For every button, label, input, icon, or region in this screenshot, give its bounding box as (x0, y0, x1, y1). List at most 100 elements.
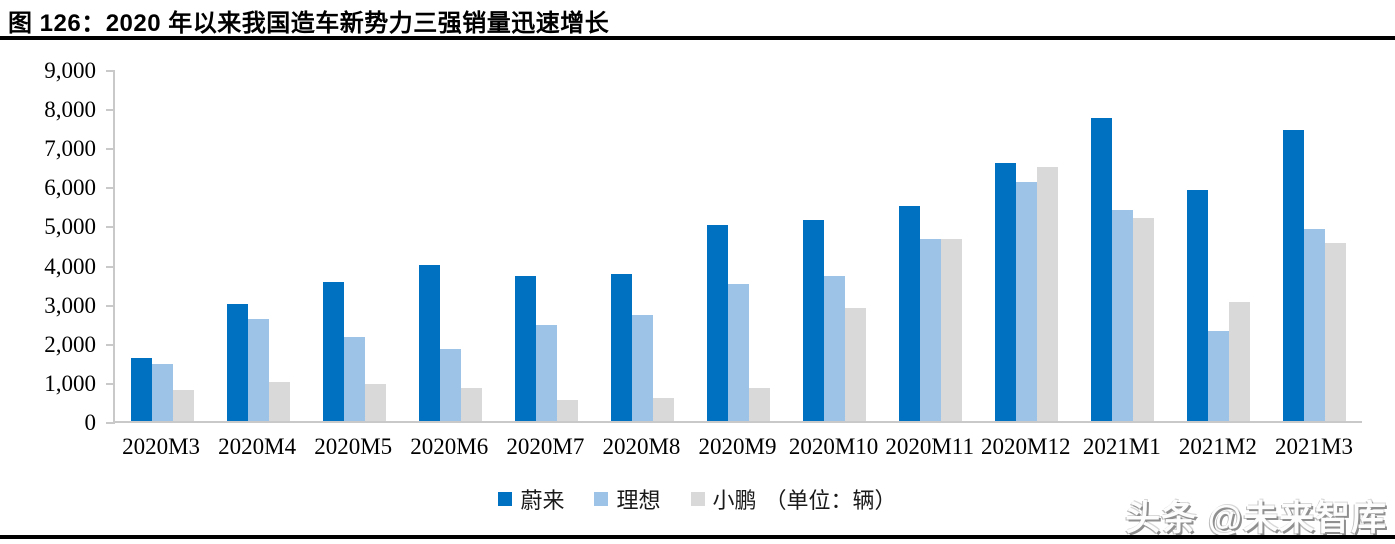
y-axis-tick-mark (106, 187, 115, 190)
bar-理想-2021M1 (1111, 209, 1133, 421)
legend-swatch-icon (594, 492, 609, 506)
legend-unit-note: （单位：辆） (764, 488, 897, 513)
bar-group-2020M4 (211, 71, 307, 421)
bar-小鹏-2021M2 (1228, 301, 1250, 421)
bar-理想-2020M4 (248, 319, 270, 421)
chart-legend: 蔚来 理想 小鹏 （单位：辆） (0, 483, 1395, 515)
bar-蔚来-2020M7 (515, 276, 537, 421)
bar-group-2020M10 (786, 71, 882, 421)
bar-小鹏-2020M7 (557, 399, 579, 421)
bar-小鹏-2020M12 (1036, 166, 1058, 421)
y-axis-tick-mark (106, 422, 115, 424)
bar-蔚来-2021M3 (1282, 129, 1304, 421)
bar-group-2021M3 (1266, 71, 1362, 421)
bar-理想-2020M10 (823, 276, 845, 421)
y-axis-tick-label: 7,000 (44, 136, 96, 162)
bar-理想-2020M3 (152, 364, 174, 421)
bar-小鹏-2020M3 (173, 389, 195, 421)
bar-group-2020M11 (882, 71, 978, 421)
y-axis-tick-mark (106, 226, 115, 229)
bar-理想-2020M11 (919, 239, 941, 421)
bar-蔚来-2020M3 (131, 358, 153, 421)
bar-小鹏-2020M6 (461, 387, 483, 421)
bar-理想-2021M2 (1207, 331, 1229, 421)
bar-group-2020M9 (691, 71, 787, 421)
legend-label: 理想 (616, 488, 661, 513)
y-axis-tick-label: 6,000 (44, 175, 96, 201)
bar-理想-2020M5 (344, 336, 366, 421)
title-divider-rule (0, 36, 1395, 40)
bar-理想-2020M6 (440, 348, 462, 421)
y-axis-tick-mark (106, 109, 115, 112)
legend-item-小鹏: 小鹏 (690, 483, 757, 515)
legend-swatch-icon (690, 492, 705, 506)
bar-小鹏-2020M9 (748, 387, 770, 421)
x-axis: 2020M3 2020M4 2020M5 2020M6 2020M7 2020M8 2020… (113, 433, 1362, 461)
bar-蔚来-2020M6 (419, 264, 441, 421)
bar-group-2020M3 (115, 71, 211, 421)
bar-蔚来-2020M11 (898, 205, 920, 421)
y-axis-tick-mark (106, 148, 115, 151)
y-axis-tick-mark (106, 70, 115, 72)
x-axis-tick-label-2020M4: 2020M4 (218, 434, 297, 459)
y-axis-tick-label: 8,000 (44, 97, 96, 123)
bar-小鹏-2020M10 (844, 307, 866, 421)
bar-小鹏-2021M3 (1324, 243, 1346, 421)
x-axis-tick-label-2020M9: 2020M9 (698, 434, 777, 459)
bar-group-2020M7 (499, 71, 595, 421)
y-axis-tick-mark (106, 343, 115, 346)
legend-item-理想: 理想 (594, 483, 661, 515)
bar-group-2020M6 (403, 71, 499, 421)
bar-蔚来-2020M5 (323, 282, 345, 421)
bar-理想-2020M7 (536, 325, 558, 421)
x-axis-tick-label-2020M6: 2020M6 (410, 434, 489, 459)
x-axis-tick-label-2020M10: 2020M10 (788, 434, 879, 459)
x-axis-tick-label-2021M3: 2021M3 (1275, 434, 1353, 459)
bar-group-2020M5 (307, 71, 403, 421)
bar-蔚来-2021M2 (1186, 190, 1208, 421)
legend-swatch-icon (498, 492, 513, 506)
bar-小鹏-2020M8 (653, 397, 675, 421)
bar-group-2020M8 (595, 71, 691, 421)
y-axis-tick-label: 3,000 (44, 292, 96, 318)
y-axis-tick-label: 9,000 (44, 58, 96, 83)
figure-title: 图 126：2020 年以来我国造车新势力三强销量迅速增长 (8, 10, 610, 37)
x-axis-tick-label-2021M1: 2021M1 (1082, 434, 1161, 459)
x-axis-tick-label-2021M2: 2021M2 (1178, 434, 1257, 459)
bar-group-2021M1 (1074, 71, 1170, 421)
y-axis-tick-mark (106, 382, 115, 385)
x-axis-tick-label-2020M3: 2020M3 (122, 434, 201, 459)
bar-group-2021M2 (1170, 71, 1266, 421)
x-axis-tick-label-2020M12: 2020M12 (981, 434, 1071, 459)
bar-series-area (115, 71, 1362, 421)
legend-label: 小鹏 (712, 488, 757, 513)
y-axis-tick-label: 5,000 (44, 214, 96, 240)
bar-蔚来-2020M8 (611, 274, 633, 421)
bar-蔚来-2020M4 (227, 303, 249, 421)
y-axis-tick-label: 4,000 (44, 253, 96, 279)
bar-理想-2020M9 (727, 284, 749, 421)
x-axis-tick-label-2020M7: 2020M7 (506, 434, 585, 459)
x-axis-tick-label-2020M5: 2020M5 (314, 434, 393, 459)
bottom-border-rule (0, 535, 1395, 539)
bar-理想-2020M8 (632, 315, 654, 421)
bar-蔚来-2020M12 (994, 162, 1016, 421)
bar-小鹏-2021M1 (1132, 217, 1154, 421)
bar-蔚来-2020M10 (802, 219, 824, 421)
bar-蔚来-2021M1 (1090, 117, 1112, 421)
y-axis-tick-mark (106, 265, 115, 268)
y-axis-tick-label: 0 (84, 410, 97, 435)
y-axis-tick-mark (106, 304, 115, 307)
legend-item-蔚来: 蔚来 (498, 483, 564, 515)
watermark-text: 头条 @未来智库 (1125, 499, 1387, 538)
bar-小鹏-2020M4 (269, 381, 291, 421)
x-axis-tick-label-2020M8: 2020M8 (602, 434, 681, 459)
bar-小鹏-2020M11 (940, 239, 962, 421)
bar-group-2020M12 (978, 71, 1074, 421)
y-axis-tick-label: 1,000 (44, 370, 96, 396)
plot-area (106, 70, 1362, 424)
legend-label: 蔚来 (520, 488, 565, 513)
x-axis-tick-label-2020M11: 2020M11 (885, 434, 974, 459)
bar-蔚来-2020M9 (706, 225, 728, 421)
bar-理想-2020M12 (1015, 182, 1037, 421)
